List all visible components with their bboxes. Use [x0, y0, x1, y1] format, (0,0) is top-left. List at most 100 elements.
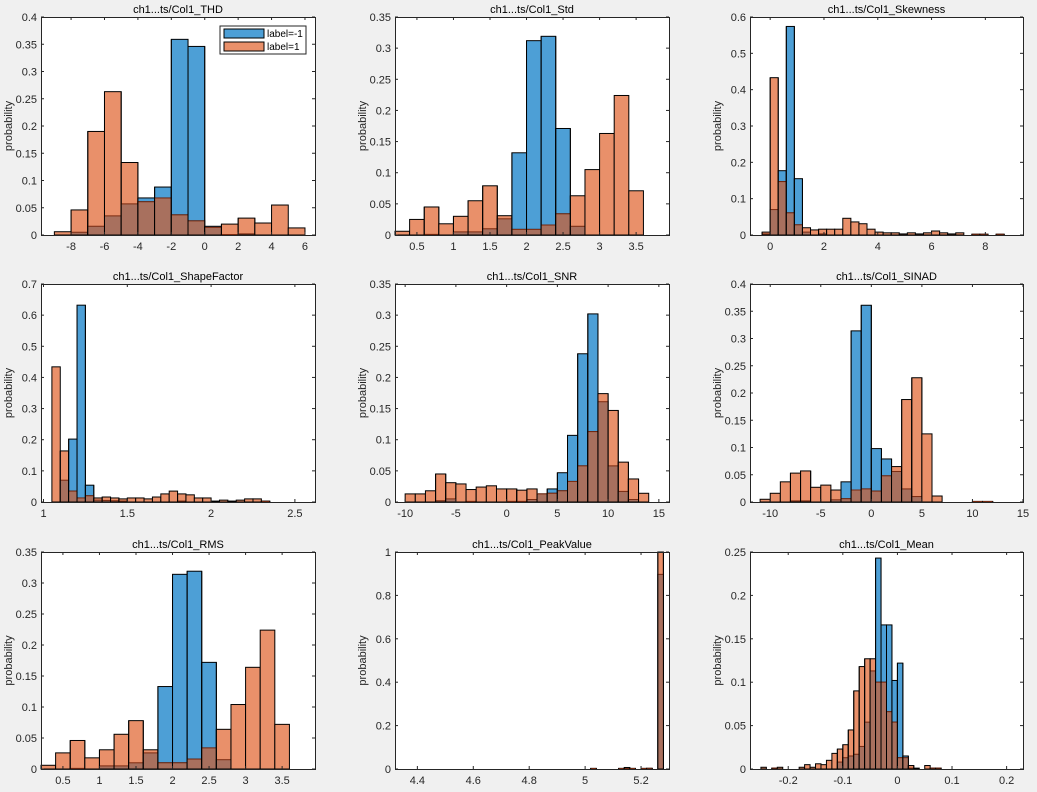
x-tick-label: 15 — [653, 508, 665, 520]
bar-label-neg1 — [860, 304, 872, 503]
bar-overlap — [446, 498, 456, 502]
bar-label-pos1 — [252, 498, 262, 503]
bar-label-pos1 — [820, 484, 832, 503]
bar-overlap — [568, 481, 578, 502]
bar-overlap — [871, 491, 881, 502]
bar-label-pos1 — [584, 169, 601, 236]
y-tick-label: 0.25 — [16, 94, 37, 106]
subplot-8: 4.4 4.6 4.8 5 5.2 0 0.2 0.4 0.6 0.8 1 ch1...ts/Col1… — [357, 539, 670, 787]
bar-overlap — [143, 752, 158, 769]
bar-overlap — [608, 465, 618, 502]
axes-background — [395, 552, 669, 769]
y-tick-label: 0 — [31, 497, 37, 509]
legend-entry-label: label=1 — [267, 42, 300, 53]
y-tick-label: 0.2 — [22, 435, 37, 447]
bar-overlap — [598, 401, 608, 502]
y-axis-label: probability — [357, 635, 369, 686]
bar-label-pos1 — [906, 232, 916, 236]
y-tick-label: 0.2 — [376, 372, 391, 384]
bar-label-pos1 — [220, 223, 239, 236]
x-tick-label: 6 — [928, 241, 934, 253]
subplot-7: 0.5 1 1.5 2 2.5 3 3.5 0 0.05 0.1 0.15 0.2 0.25 0.3 0.3… — [3, 539, 316, 787]
x-tick-label: 5 — [919, 508, 925, 520]
bar-overlap — [570, 226, 585, 235]
y-axis-label: probability — [3, 635, 15, 686]
bar-label-pos1 — [235, 499, 246, 503]
y-tick-label: 0 — [385, 764, 391, 776]
y-axis-label: probability — [3, 100, 15, 151]
axes-box — [395, 552, 670, 770]
y-tick-label: 0.2 — [731, 590, 746, 602]
x-tick-label: 4.8 — [522, 775, 537, 787]
subplot-5: -10 -5 0 5 10 15 0 0.05 0.1 0.15 0.2 0.25 0.3 0.35 ch1… — [357, 271, 670, 520]
x-tick-label: 1 — [96, 775, 102, 787]
bar-label-neg1 — [526, 40, 542, 236]
legend: label=-1 label=1 — [219, 25, 307, 55]
bar-label-pos1 — [810, 486, 822, 503]
y-tick-label: 0 — [740, 764, 746, 776]
bar-label-pos1 — [103, 91, 122, 236]
y-tick-label: 0 — [740, 230, 746, 242]
bar-label-neg1 — [896, 662, 904, 770]
bar-overlap — [859, 746, 865, 769]
x-tick-label: -10 — [397, 508, 413, 520]
x-tick-label: 2 — [523, 241, 529, 253]
bar-label-pos1 — [227, 500, 237, 503]
bar-overlap — [537, 493, 547, 502]
bar-label-pos1 — [495, 488, 508, 503]
bar-label-pos1 — [628, 190, 644, 236]
x-tick-label: 0 — [767, 241, 773, 253]
subplot-9: -0.2 -0.1 0 0.1 0.2 0 0.05 0.1 0.15 0.2 0.25 ch1...… — [712, 539, 1024, 787]
x-tick-label: 0 — [202, 241, 208, 253]
bar-overlap — [618, 491, 628, 502]
y-tick-label: 0.15 — [725, 634, 746, 646]
y-tick-label: 0.25 — [370, 74, 391, 86]
bar-overlap — [841, 498, 851, 502]
x-tick-label: 1.5 — [120, 508, 135, 520]
axes-title: ch1...ts/Col1_ShapeFactor — [113, 271, 244, 283]
bar-label-pos1 — [274, 723, 290, 770]
x-tick-label: 2.5 — [555, 241, 570, 253]
bar-label-pos1 — [475, 486, 487, 503]
bar-label-neg1 — [540, 35, 557, 236]
bar-overlap — [854, 754, 859, 769]
bar-label-pos1 — [435, 473, 447, 503]
y-axis-label: probability — [712, 100, 724, 151]
bar-label-pos1 — [820, 764, 827, 770]
bar-overlap — [588, 431, 598, 502]
bar-label-pos1 — [931, 495, 943, 503]
bar-label-pos1 — [760, 766, 767, 770]
bar-label-pos1 — [759, 498, 771, 503]
y-tick-label: 0.2 — [731, 157, 746, 169]
bar-label-pos1 — [143, 498, 153, 503]
x-tick-label: -2 — [166, 241, 176, 253]
x-tick-label: 3.5 — [628, 241, 643, 253]
bar-label-pos1 — [69, 739, 86, 770]
bar-overlap — [658, 574, 663, 769]
bar-label-neg1 — [76, 304, 86, 503]
y-tick-label: 0.4 — [22, 12, 37, 24]
y-tick-label: 0.1 — [22, 702, 37, 714]
bar-label-pos1 — [506, 488, 518, 503]
bar-label-neg1 — [172, 573, 188, 770]
bar-label-pos1 — [789, 472, 802, 503]
bar-label-pos1 — [455, 483, 467, 503]
y-tick-label: 0.6 — [731, 12, 746, 24]
bar-overlap — [71, 232, 88, 235]
axes-title: ch1...ts/Col1_SINAD — [836, 271, 937, 283]
bar-label-pos1 — [627, 478, 640, 503]
y-tick-label: 0.1 — [731, 677, 746, 689]
bar-label-pos1 — [128, 720, 144, 770]
bar-label-pos1 — [804, 764, 811, 770]
bar-label-pos1 — [168, 490, 179, 503]
bar-label-pos1 — [404, 493, 416, 503]
y-tick-label: 1 — [385, 547, 391, 559]
x-tick-label: -4 — [133, 241, 143, 253]
bar-label-pos1 — [947, 233, 957, 236]
bar-label-pos1 — [424, 490, 437, 503]
x-tick-label: 5.2 — [633, 775, 648, 787]
x-tick-label: 6 — [302, 241, 308, 253]
bar-overlap — [512, 229, 527, 235]
bar-overlap — [865, 722, 870, 769]
bar-overlap — [876, 682, 881, 769]
